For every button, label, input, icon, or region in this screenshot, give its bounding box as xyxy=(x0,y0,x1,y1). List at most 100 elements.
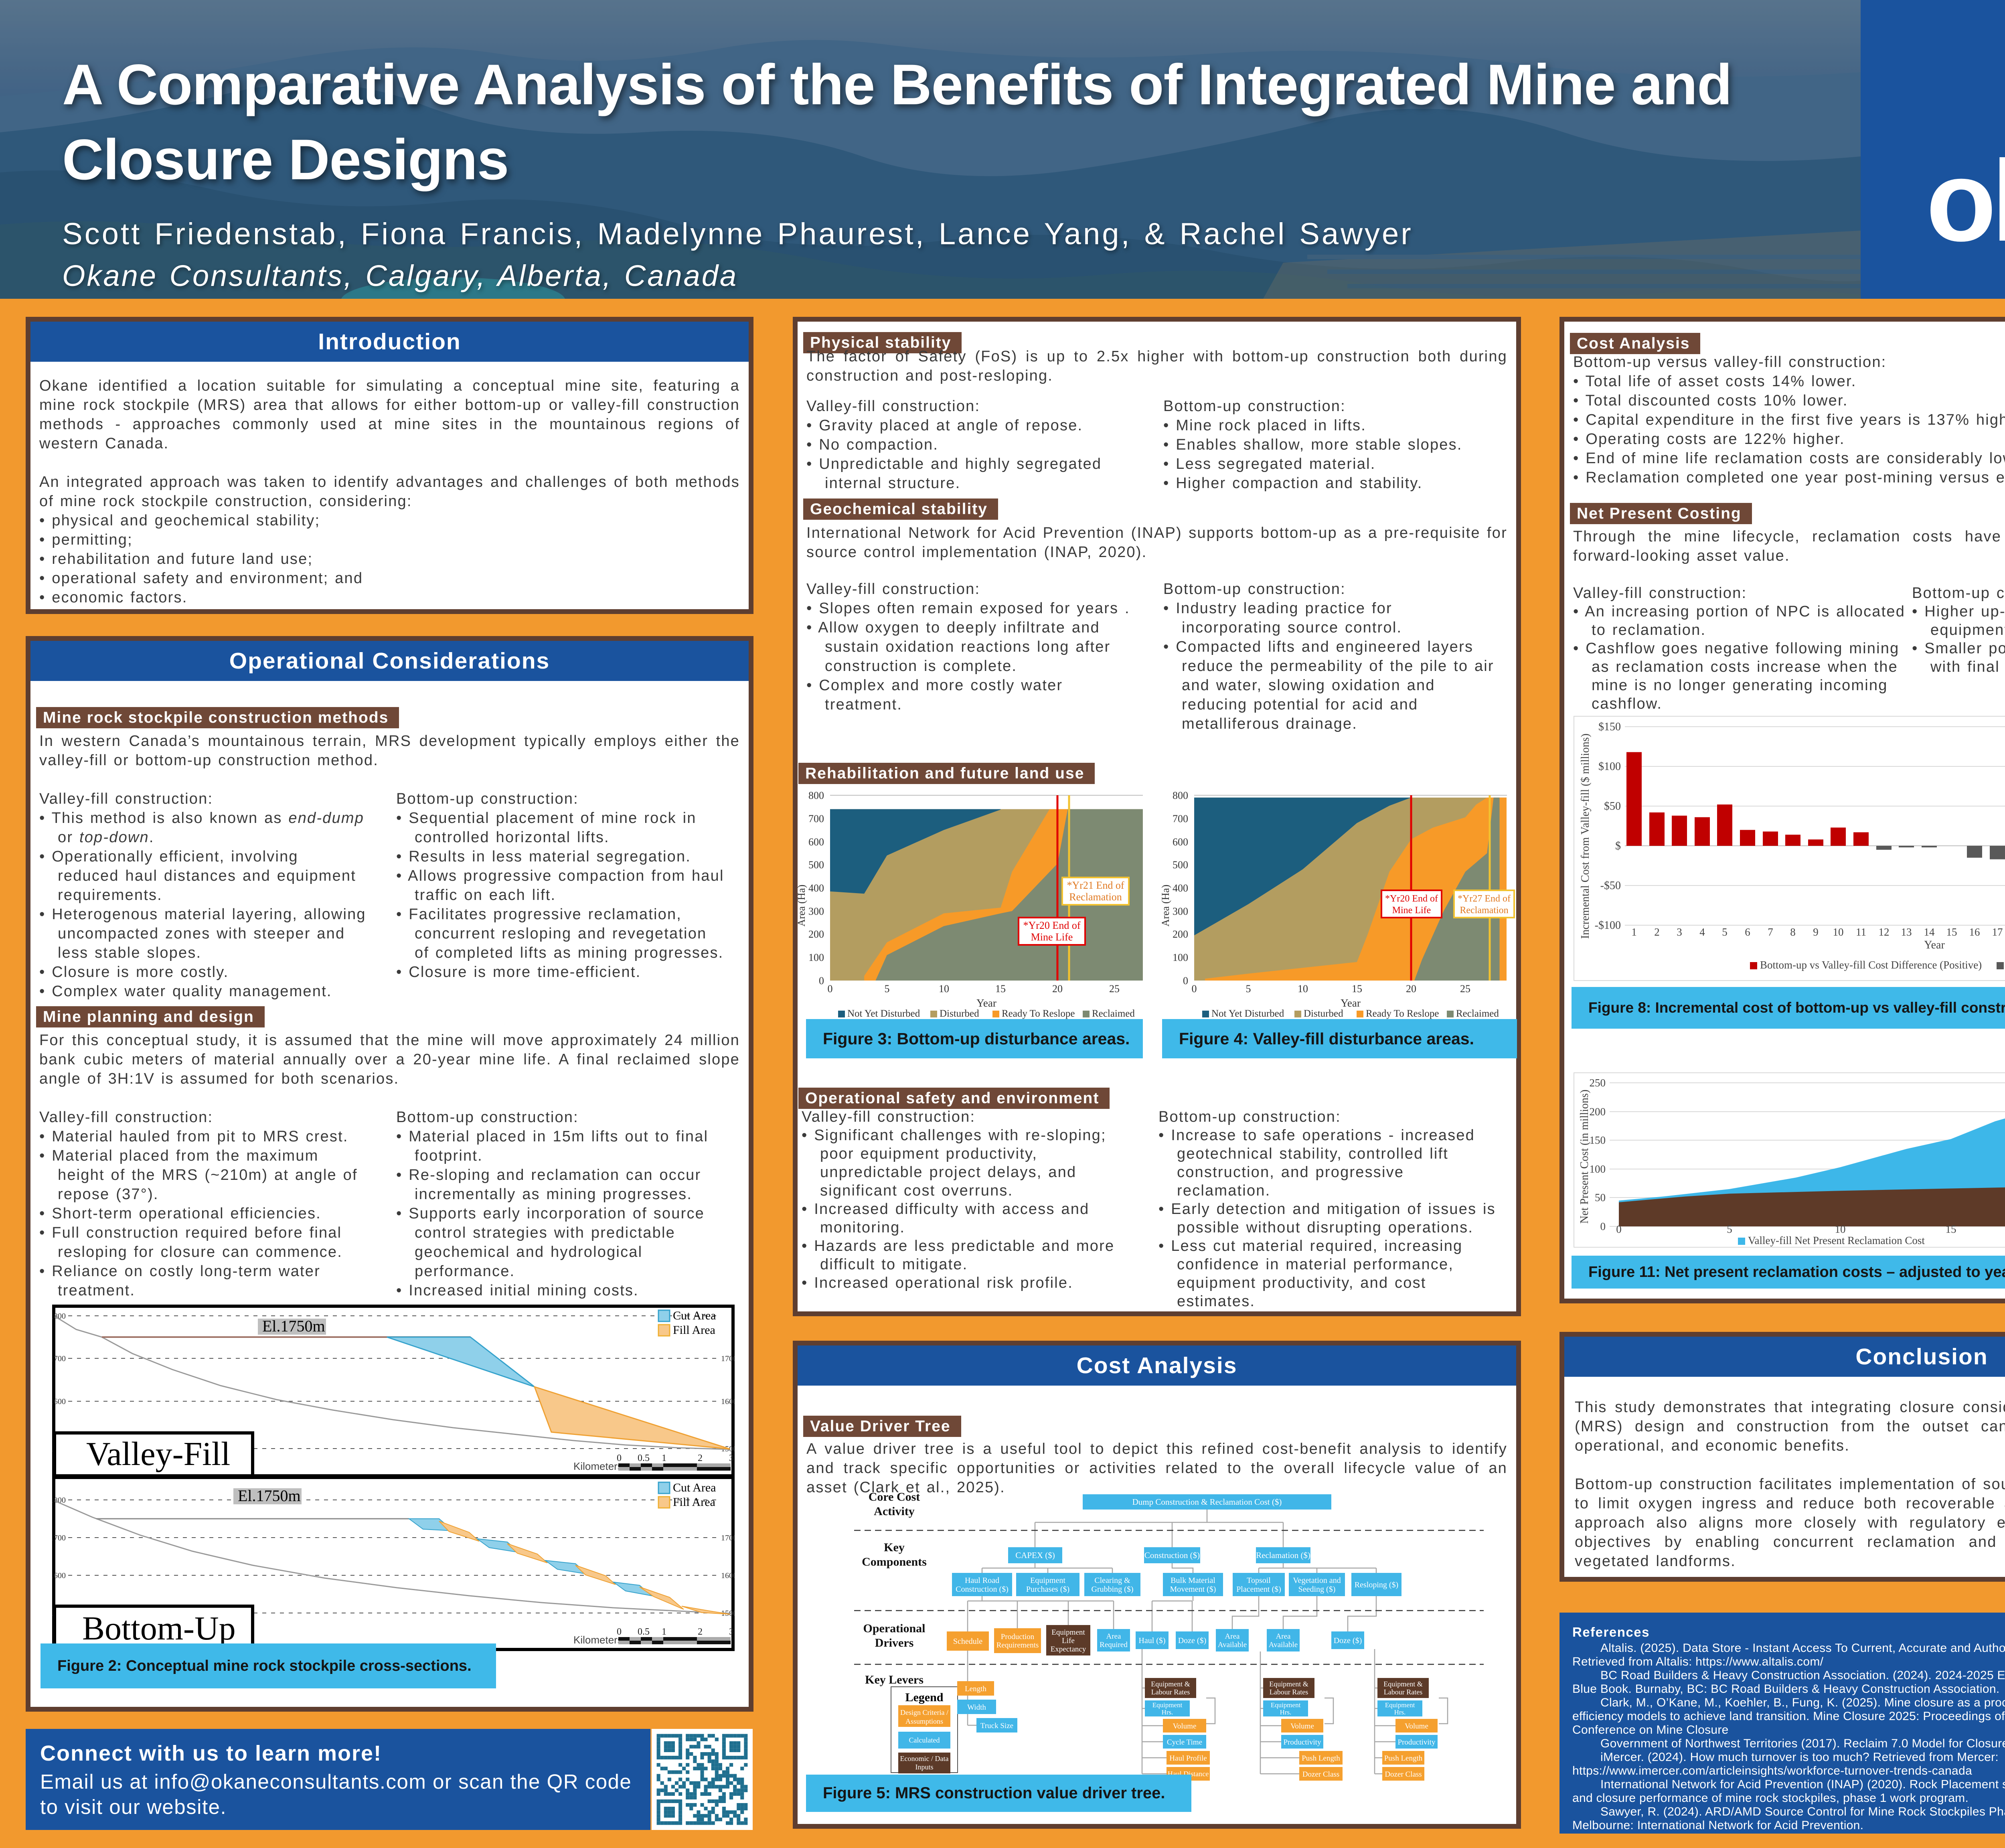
svg-text:Core Cost: Core Cost xyxy=(869,1490,920,1504)
svg-text:15: 15 xyxy=(995,983,1006,995)
svg-text:Area: Area xyxy=(1225,1632,1240,1641)
svg-text:Fill Area: Fill Area xyxy=(673,1323,715,1337)
svg-text:Components: Components xyxy=(862,1555,927,1568)
svg-text:Push Length: Push Length xyxy=(1384,1754,1423,1763)
svg-text:0: 0 xyxy=(1600,1220,1606,1232)
svg-text:Ready To Reslope: Ready To Reslope xyxy=(1366,1008,1439,1019)
svg-text:Year: Year xyxy=(1341,997,1361,1009)
svg-text:Activity: Activity xyxy=(874,1505,915,1518)
svg-text:500: 500 xyxy=(1173,859,1188,871)
svg-text:1700: 1700 xyxy=(52,1534,66,1542)
svg-text:Key: Key xyxy=(884,1541,905,1554)
svg-text:Purchases ($): Purchases ($) xyxy=(1026,1585,1069,1594)
svg-text:Cycle Time: Cycle Time xyxy=(1167,1738,1202,1747)
svg-text:6: 6 xyxy=(1745,926,1750,938)
svg-text:Dozer Class: Dozer Class xyxy=(1385,1770,1422,1779)
svg-text:Hrs.: Hrs. xyxy=(1162,1708,1173,1716)
svg-text:Push Length: Push Length xyxy=(1302,1754,1340,1763)
svg-text:Not Yet Disturbed: Not Yet Disturbed xyxy=(1211,1008,1284,1019)
svg-text:Topsoil: Topsoil xyxy=(1247,1576,1271,1585)
svg-text:Equipment &: Equipment & xyxy=(1269,1680,1308,1688)
svg-text:Doze ($): Doze ($) xyxy=(1334,1636,1362,1645)
svg-text:Disturbed: Disturbed xyxy=(940,1008,979,1019)
svg-text:2: 2 xyxy=(698,1627,703,1637)
svg-text:12: 12 xyxy=(1879,926,1890,938)
svg-text:11: 11 xyxy=(1856,926,1866,938)
svg-text:Available: Available xyxy=(1218,1641,1247,1649)
svg-text:200: 200 xyxy=(808,928,824,940)
svg-text:10: 10 xyxy=(1835,1223,1846,1235)
svg-text:1700: 1700 xyxy=(721,1354,735,1363)
svg-text:Grubbing ($): Grubbing ($) xyxy=(1092,1585,1134,1594)
svg-text:Equipment: Equipment xyxy=(1030,1576,1065,1585)
svg-text:1600: 1600 xyxy=(721,1571,735,1580)
svg-text:$50: $50 xyxy=(1604,800,1621,813)
svg-text:1600: 1600 xyxy=(721,1397,735,1406)
svg-text:Reclamation ($): Reclamation ($) xyxy=(1256,1550,1310,1560)
svg-text:20: 20 xyxy=(1052,983,1063,995)
svg-text:Productivity: Productivity xyxy=(1398,1738,1436,1747)
svg-text:Width: Width xyxy=(967,1703,986,1712)
svg-text:CAPEX ($): CAPEX ($) xyxy=(1015,1550,1055,1560)
svg-text:Expectancy: Expectancy xyxy=(1051,1645,1086,1653)
svg-text:Reclamation: Reclamation xyxy=(1460,905,1508,916)
svg-text:Ready To Reslope: Ready To Reslope xyxy=(1002,1008,1075,1019)
svg-text:1: 1 xyxy=(662,1453,666,1463)
svg-text:100: 100 xyxy=(1590,1163,1606,1175)
svg-text:16: 16 xyxy=(1969,926,1980,938)
svg-text:100: 100 xyxy=(1173,952,1188,963)
svg-text:0: 0 xyxy=(1616,1223,1622,1235)
svg-text:Labour Rates: Labour Rates xyxy=(1270,1688,1308,1696)
svg-text:Production: Production xyxy=(1001,1633,1035,1641)
svg-text:5: 5 xyxy=(885,983,890,995)
svg-text:0: 0 xyxy=(1183,975,1188,987)
svg-text:Valley-Fill: Valley-Fill xyxy=(86,1435,230,1473)
svg-text:Area: Area xyxy=(1106,1632,1121,1641)
svg-text:Doze ($): Doze ($) xyxy=(1178,1636,1207,1645)
svg-text:Cut Area: Cut Area xyxy=(673,1481,716,1494)
svg-text:Placement ($): Placement ($) xyxy=(1236,1585,1281,1594)
svg-text:3: 3 xyxy=(1677,926,1682,938)
svg-text:0.5: 0.5 xyxy=(638,1627,650,1637)
svg-text:3: 3 xyxy=(729,1627,734,1637)
svg-text:4: 4 xyxy=(1699,926,1705,938)
svg-text:Reclamation: Reclamation xyxy=(1069,891,1122,903)
svg-text:7: 7 xyxy=(1768,926,1773,938)
svg-text:2: 2 xyxy=(698,1453,703,1463)
svg-text:Life: Life xyxy=(1062,1637,1075,1645)
svg-text:Length: Length xyxy=(965,1685,986,1693)
svg-text:20: 20 xyxy=(1406,983,1416,995)
svg-text:Incremental Cost from Valley-f: Incremental Cost from Valley-fill ($ mil… xyxy=(1579,734,1592,939)
svg-text:5: 5 xyxy=(1246,983,1251,995)
svg-text:200: 200 xyxy=(1590,1106,1606,1118)
svg-text:0.5: 0.5 xyxy=(638,1453,650,1463)
svg-text:Resloping ($): Resloping ($) xyxy=(1355,1581,1398,1589)
svg-text:Bottom-Up: Bottom-Up xyxy=(82,1610,236,1647)
svg-text:Required: Required xyxy=(1100,1641,1128,1649)
svg-text:Productivity: Productivity xyxy=(1284,1738,1321,1747)
svg-text:2: 2 xyxy=(1654,926,1660,938)
svg-text:-$50: -$50 xyxy=(1600,879,1621,892)
svg-text:Requirements: Requirements xyxy=(996,1641,1039,1649)
svg-text:800: 800 xyxy=(1173,790,1188,801)
svg-text:300: 300 xyxy=(808,906,824,917)
svg-text:700: 700 xyxy=(1173,813,1188,825)
svg-text:Schedule: Schedule xyxy=(953,1637,982,1646)
svg-text:1800: 1800 xyxy=(52,1312,66,1321)
svg-text:0: 0 xyxy=(819,975,824,987)
svg-text:Equipment &: Equipment & xyxy=(1383,1680,1423,1688)
svg-text:Volume: Volume xyxy=(1290,1722,1314,1730)
svg-text:10: 10 xyxy=(939,983,949,995)
svg-text:okane: okane xyxy=(1926,136,2005,265)
svg-text:0: 0 xyxy=(828,983,833,995)
svg-text:500: 500 xyxy=(808,859,824,871)
svg-text:-$100: -$100 xyxy=(1595,919,1621,932)
svg-text:14: 14 xyxy=(1924,926,1935,938)
svg-text:Reclaimed: Reclaimed xyxy=(1092,1008,1135,1019)
svg-text:250: 250 xyxy=(1590,1077,1606,1089)
svg-text:Area: Area xyxy=(1276,1632,1291,1641)
svg-text:Reclaimed: Reclaimed xyxy=(1456,1008,1499,1019)
svg-text:1600: 1600 xyxy=(52,1571,66,1580)
svg-text:0: 0 xyxy=(617,1627,622,1637)
svg-text:400: 400 xyxy=(1173,882,1188,894)
